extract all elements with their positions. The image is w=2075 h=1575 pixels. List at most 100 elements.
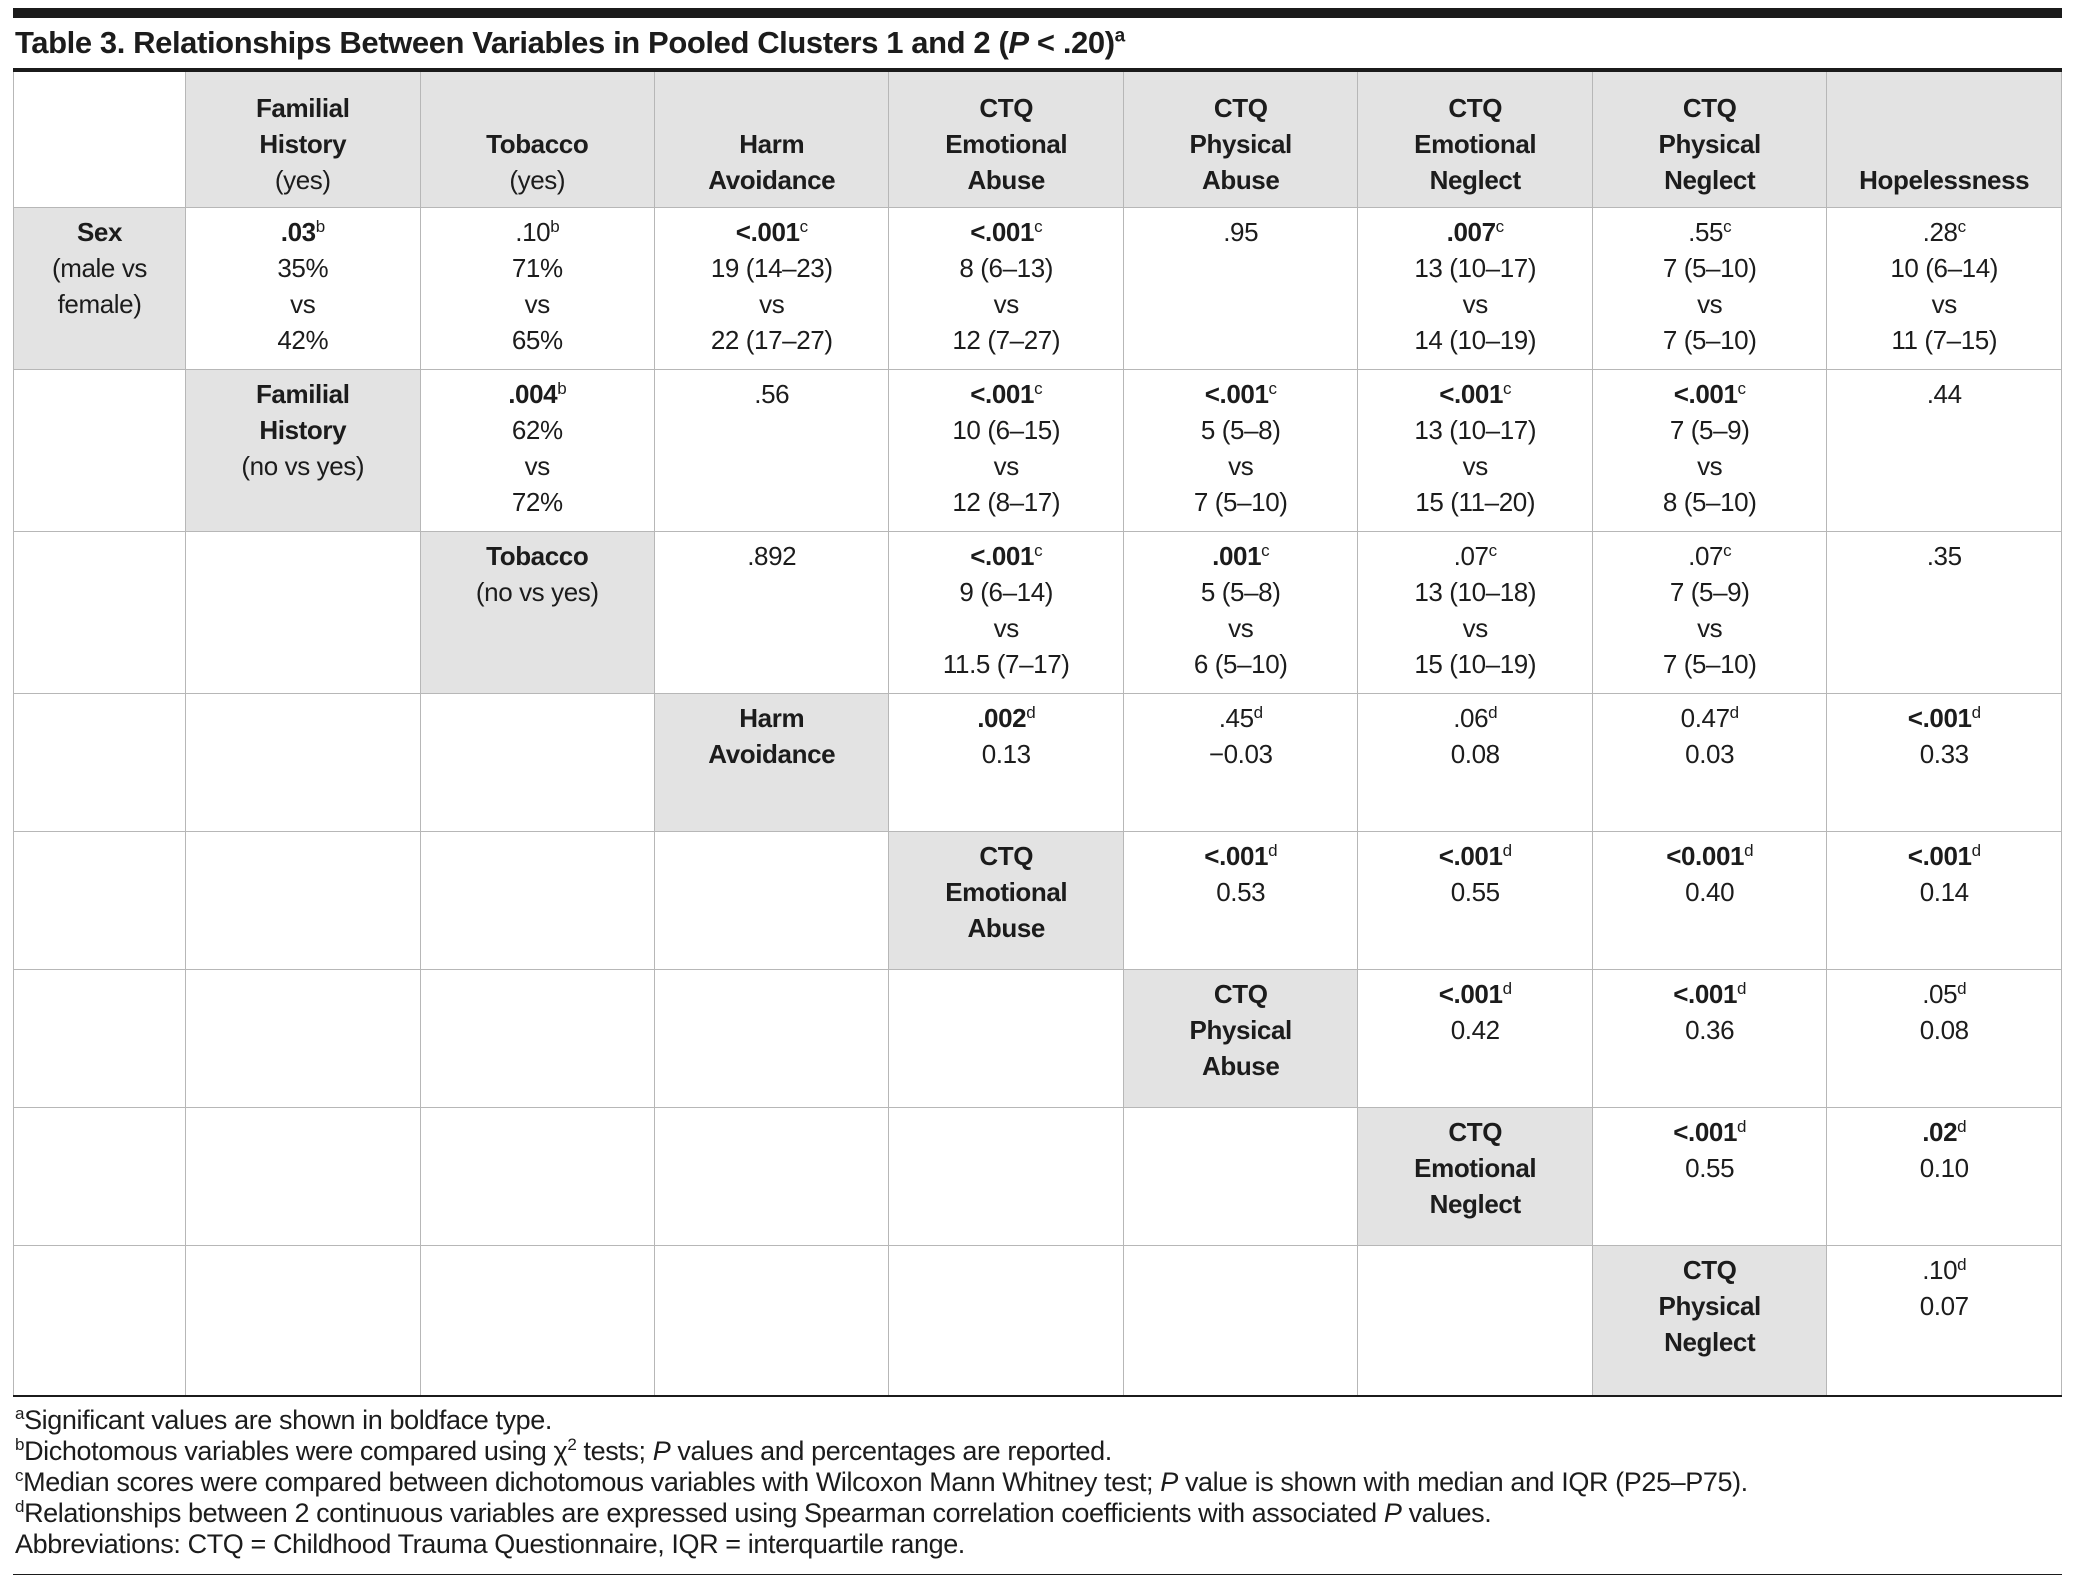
table-row-familial-history: Familial History (no vs yes) .004b 62% vs 72%.…: [12, 368, 2062, 532]
cell-line: −0.03: [1208, 738, 1273, 769]
row-label-line: CTQ: [1448, 1116, 1503, 1147]
cell-line: vs: [759, 288, 785, 319]
header-line: Emotional: [945, 128, 1068, 159]
footnote-d: dRelationships between 2 continuous vari…: [15, 1498, 2060, 1529]
value-cell: <.001c 7 (5–9) vs 8 (5–10): [1591, 368, 1828, 532]
p-value: .95: [1223, 216, 1259, 247]
text-segment: value is shown with median and IQR (P25–…: [1177, 1467, 1748, 1497]
footnote-marker: c: [1261, 540, 1270, 560]
value-cell: <.001c 13 (10–17) vs 15 (11–20): [1357, 368, 1593, 532]
cell-line: 0.33: [1919, 738, 1969, 769]
row-label-paren: (no vs yes): [475, 576, 599, 607]
footnote-marker: d: [1744, 840, 1754, 860]
p-value: .06d: [1453, 702, 1498, 733]
footnote-marker: d: [1026, 702, 1036, 722]
row-label-cell-harm-avoidance: Harm Avoidance: [653, 692, 890, 832]
value-cell: .03b 35% vs 42%: [185, 206, 421, 370]
table-bottom-rule: [13, 1395, 2062, 1397]
footnote-marker: b: [557, 378, 567, 398]
header-line: Tobacco: [486, 128, 589, 159]
value-cell: .07c 7 (5–9) vs 7 (5–10): [1591, 530, 1828, 694]
cell-line: vs: [290, 288, 316, 319]
row-label-line: Familial: [255, 378, 350, 409]
footnote-marker: b: [315, 216, 325, 236]
cell-line: 13 (10–17): [1414, 252, 1537, 283]
table-header-row: Familial History (yes) Tobacco (yes) Harm Avoi…: [12, 72, 2062, 208]
value-cell: .07c 13 (10–18) vs 15 (10–19): [1357, 530, 1593, 694]
cell-line: 11 (7–15): [1891, 324, 1998, 355]
footnote-marker: c: [1268, 378, 1278, 398]
p-value: .45d: [1218, 702, 1263, 733]
cell-line: 72%: [511, 486, 563, 517]
p-value: .07c: [1453, 540, 1497, 571]
value-cell: .56: [653, 368, 890, 532]
footnote-marker: d: [1957, 1116, 1967, 1136]
header-paren: (yes): [274, 164, 331, 195]
footnote-marker: c: [1034, 216, 1043, 236]
row-label-cell-ctq-emotional-neglect: CTQ Emotional Neglect: [1357, 1106, 1593, 1246]
p-value: <.001d: [1907, 702, 1981, 733]
row-label-line: Sex: [76, 216, 123, 247]
value-cell: <0.001d 0.40: [1591, 830, 1828, 970]
value-cell: <.001d 0.55: [1591, 1106, 1828, 1246]
footnote-c: cMedian scores were compared between dic…: [15, 1467, 2060, 1498]
cell-line: 9 (6–14): [959, 576, 1054, 607]
cell-line: 65%: [511, 324, 563, 355]
footnote-marker: c: [1737, 378, 1747, 398]
row-label-line: Neglect: [1664, 1326, 1756, 1357]
header-line: CTQ: [1682, 92, 1737, 123]
footnote-marker: d: [1253, 702, 1263, 722]
empty-cell: [888, 968, 1124, 1108]
header-cell: Hopelessness: [1826, 72, 2062, 208]
p-value: .28c: [1922, 216, 1966, 247]
cell-line: 13 (10–17): [1414, 414, 1537, 445]
table-title: Table 3. Relationships Between Variables…: [13, 18, 2062, 68]
p-value: <.001c: [970, 378, 1043, 409]
cell-line: 8 (5–10): [1662, 486, 1757, 517]
header-line: Abuse: [1201, 164, 1280, 195]
footnote-marker: d: [1488, 702, 1498, 722]
p-value: .001c: [1212, 540, 1270, 571]
p-value: <.001c: [735, 216, 808, 247]
cell-line: 10 (6–15): [952, 414, 1061, 445]
empty-cell: [185, 1106, 421, 1246]
value-cell: .007c 13 (10–17) vs 14 (10–19): [1357, 206, 1593, 370]
cell-line: 15 (11–20): [1415, 486, 1536, 517]
empty-cell: [419, 830, 656, 970]
p-value: <.001d: [1438, 840, 1512, 871]
text-segment: Significant values are shown in boldface…: [24, 1405, 552, 1435]
value-cell: .001c 5 (5–8) vs 6 (5–10): [1122, 530, 1359, 694]
cell-line: vs: [993, 288, 1020, 319]
p-value: <.001d: [1204, 840, 1278, 871]
p-value: <.001c: [1204, 378, 1278, 409]
cell-line: 0.55: [1685, 1152, 1735, 1183]
footnote-marker: d: [1971, 840, 1981, 860]
cell-line: 0.08: [1919, 1014, 1969, 1045]
row-label-line: CTQ: [1213, 978, 1268, 1009]
header-line: Harm: [739, 128, 805, 159]
row-label-line: Harm: [739, 702, 805, 733]
top-rule: [13, 8, 2062, 18]
cell-line: 7 (5–9): [1669, 576, 1750, 607]
text-segment: tests;: [576, 1436, 653, 1466]
header-cell: CTQ Physical Abuse: [1122, 72, 1359, 208]
row-label-cell-tobacco: Tobacco (no vs yes): [419, 530, 656, 694]
p-value: <.001d: [1907, 840, 1981, 871]
footnote-marker: d: [1737, 1116, 1747, 1136]
footnote-marker: c: [1495, 216, 1505, 236]
cell-line: 13 (10–18): [1414, 576, 1537, 607]
header-paren: (yes): [509, 164, 566, 195]
superscript: b: [15, 1435, 25, 1454]
value-cell: .45d −0.03: [1122, 692, 1359, 832]
superscript: a: [15, 1404, 25, 1423]
empty-cell: [12, 530, 187, 694]
table-row-ctq-physical-neglect: CTQ Physical Neglect .10d 0.07: [12, 1244, 2062, 1395]
value-cell: <.001d 0.42: [1357, 968, 1593, 1108]
p-value: .10b: [515, 216, 560, 247]
text-segment: Median scores were compared between dich…: [23, 1467, 1161, 1497]
footnote-a: aSignificant values are shown in boldfac…: [15, 1405, 2060, 1436]
header-line: Familial: [255, 92, 350, 123]
header-cell: Familial History (yes): [185, 72, 421, 208]
footnotes: aSignificant values are shown in boldfac…: [13, 1397, 2062, 1570]
